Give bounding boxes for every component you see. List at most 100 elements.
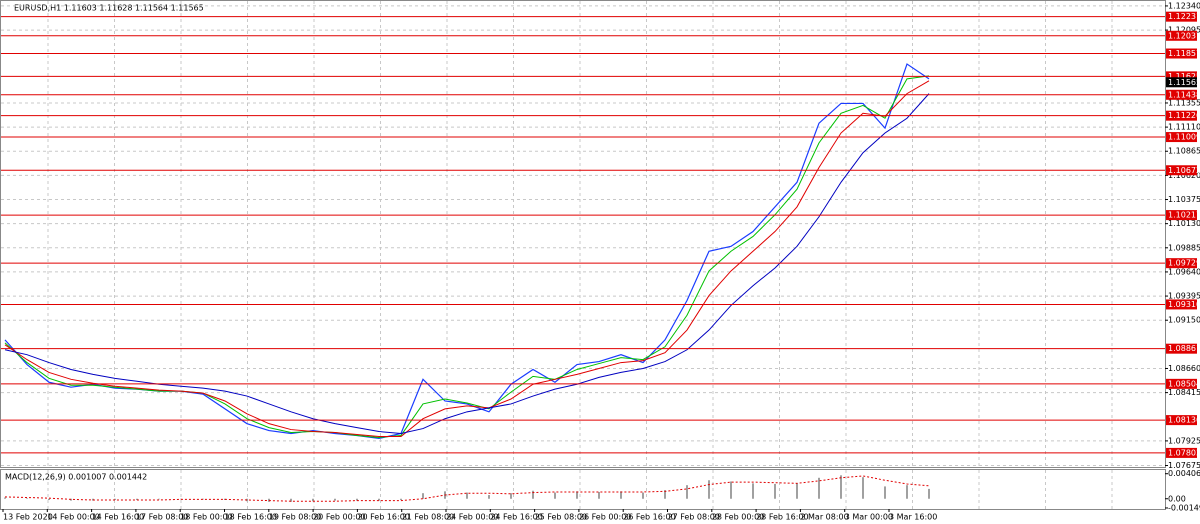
macd-bar <box>136 498 138 500</box>
macd-bar <box>422 493 424 499</box>
macd-bar <box>884 486 886 499</box>
y-tick-label: 1.07925 <box>1168 436 1200 445</box>
x-tick-label: 26 Feb 16:00 <box>623 513 675 522</box>
x-tick-label: 3 Mar 00:00 <box>845 513 893 522</box>
macd-bar <box>928 488 930 499</box>
chart-title: EURUSD,H1 1.11603 1.11628 1.11564 1.1156… <box>14 4 204 13</box>
level-label: 1.11009 <box>1168 133 1200 142</box>
x-tick-label: 28 Feb 16:00 <box>756 513 808 522</box>
level-label: 1.10672 <box>1168 166 1200 175</box>
level-label: 1.11226 <box>1168 111 1200 120</box>
current-price-bg <box>1166 77 1197 88</box>
y-tick-label: 1.11355 <box>1168 98 1200 107</box>
macd-bar <box>4 497 6 499</box>
y-tick-label: 1.08415 <box>1168 388 1200 397</box>
macd-bar <box>290 498 292 502</box>
macd-bar <box>554 492 556 499</box>
x-tick-label: 20 Feb 16:00 <box>357 513 409 522</box>
level-label: 1.12037 <box>1168 31 1200 40</box>
x-tick-label: 28 Feb 00:00 <box>712 513 764 522</box>
level-label: 1.09310 <box>1168 300 1200 309</box>
macd-bar <box>620 491 622 499</box>
macd-bar <box>400 498 402 500</box>
macd-bar <box>48 498 50 500</box>
y-tick-label: 0.00 <box>1168 494 1186 503</box>
level-label: 1.07803 <box>1168 448 1200 457</box>
level-label-bg <box>1166 110 1197 121</box>
macd-bar <box>510 493 512 499</box>
price-line <box>4 80 930 437</box>
level-label: 1.11857 <box>1168 49 1200 58</box>
level-label-bg <box>1166 210 1197 221</box>
macd-bar <box>730 481 732 499</box>
y-tick-label: 1.12095 <box>1168 26 1200 35</box>
level-label-bg <box>1166 378 1197 389</box>
y-tick-label: 0.00406 <box>1168 469 1200 478</box>
current-price-label: 1.11565 <box>1168 78 1200 87</box>
x-tick-label: 18 Feb 00:00 <box>180 513 232 522</box>
x-tick-label: 14 Feb 16:00 <box>92 513 144 522</box>
macd-bar <box>752 483 754 499</box>
level-label-bg <box>1166 258 1197 269</box>
level-label-bg <box>1166 11 1197 22</box>
macd-bar <box>598 491 600 499</box>
x-tick-label: 24 Feb 00:00 <box>446 513 498 522</box>
x-tick-label: 27 Feb 08:00 <box>668 513 720 522</box>
y-tick-label: 1.10375 <box>1168 195 1200 204</box>
y-tick-label: 1.10865 <box>1168 147 1200 156</box>
level-label: 1.10217 <box>1168 211 1200 220</box>
y-tick-label: 1.12340 <box>1168 1 1200 10</box>
level-label-bg <box>1166 299 1197 310</box>
macd-bar <box>202 498 204 500</box>
y-tick-label: 1.08660 <box>1168 364 1200 373</box>
macd-bar <box>796 483 798 499</box>
x-tick-label: 13 Feb 2020 <box>3 513 53 522</box>
level-label-bg <box>1166 415 1197 426</box>
x-tick-label: 24 Feb 16:00 <box>490 513 542 522</box>
main-panel <box>0 0 1166 468</box>
y-tick-label: 1.09885 <box>1168 243 1200 252</box>
macd-bar <box>862 477 864 499</box>
level-label: 1.12231 <box>1168 12 1200 21</box>
macd-bar <box>818 477 820 499</box>
macd-bar <box>114 498 116 500</box>
x-tick-label: 21 Feb 08:00 <box>402 513 454 522</box>
x-tick-label: 3 Mar 16:00 <box>889 513 937 522</box>
x-tick-label: 18 Feb 16:00 <box>225 513 277 522</box>
level-label-bg <box>1166 165 1197 176</box>
y-tick-label: 1.09150 <box>1168 316 1200 325</box>
y-tick-label: -0.001494 <box>1168 503 1200 512</box>
macd-panel <box>0 469 1166 510</box>
time-grid <box>47 1 1113 509</box>
level-label-bg <box>1166 447 1197 458</box>
macd-bar <box>576 491 578 499</box>
macd-bar <box>246 498 248 502</box>
macd-bar <box>70 498 72 501</box>
x-tick-label: 17 Feb 08:00 <box>136 513 188 522</box>
macd-bar <box>312 498 314 502</box>
level-label: 1.11625 <box>1168 72 1200 81</box>
level-label-bg <box>1166 71 1197 82</box>
macd-bar <box>642 492 644 499</box>
macd-bar <box>708 480 710 499</box>
x-tick-label: 20 Feb 00:00 <box>313 513 365 522</box>
level-label-bg <box>1166 89 1197 100</box>
level-label: 1.11438 <box>1168 90 1200 99</box>
macd-bar <box>356 498 358 501</box>
macd-title: MACD(12,26,9) 0.001007 0.001442 <box>5 473 147 482</box>
y-tick-label: 1.07675 <box>1168 461 1200 470</box>
macd-bar <box>378 498 380 501</box>
macd-bar <box>686 485 688 499</box>
level-label: 1.08861 <box>1168 344 1200 353</box>
x-tick-label: 14 Feb 00:00 <box>47 513 99 522</box>
level-label-bg <box>1166 343 1197 354</box>
level-label-bg <box>1166 132 1197 143</box>
y-tick-label: 1.09640 <box>1168 267 1200 276</box>
level-label: 1.08504 <box>1168 379 1200 388</box>
macd-bar <box>466 492 468 499</box>
y-tick-label: 1.09395 <box>1168 292 1200 301</box>
x-tick-label: 2 Mar 08:00 <box>800 513 848 522</box>
x-tick-label: 26 Feb 00:00 <box>579 513 631 522</box>
x-tick-label: 25 Feb 08:00 <box>535 513 587 522</box>
